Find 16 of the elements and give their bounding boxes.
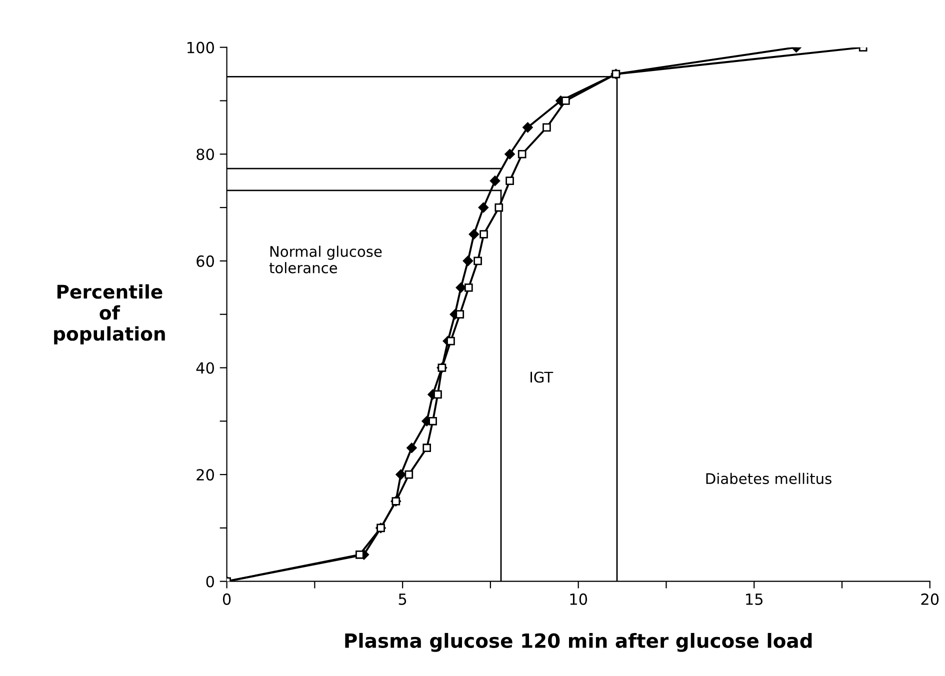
annotation: Normal glucose tolerance bbox=[269, 246, 382, 274]
y-tick-label: 80 bbox=[196, 148, 214, 160]
x-tick-label: 10 bbox=[570, 593, 588, 605]
annotation: Diabetes mellitus bbox=[706, 472, 832, 484]
y-axis-title: Percentile of population bbox=[54, 284, 165, 344]
y-tick-label: 0 bbox=[206, 576, 214, 588]
y-tick-label: 40 bbox=[196, 362, 214, 374]
x-tick-label: 15 bbox=[746, 594, 762, 605]
y-tick-label: 100 bbox=[188, 42, 214, 54]
y-tick-label: 20 bbox=[196, 469, 214, 481]
y-tick-label: 60 bbox=[196, 255, 214, 267]
annotation: IGT bbox=[530, 372, 554, 383]
x-axis-title: Plasma glucose 120 min after glucose load bbox=[345, 632, 812, 652]
x-tick-label: 20 bbox=[921, 593, 939, 605]
x-tick-label: 5 bbox=[398, 594, 406, 605]
x-tick-label: 0 bbox=[222, 593, 231, 605]
